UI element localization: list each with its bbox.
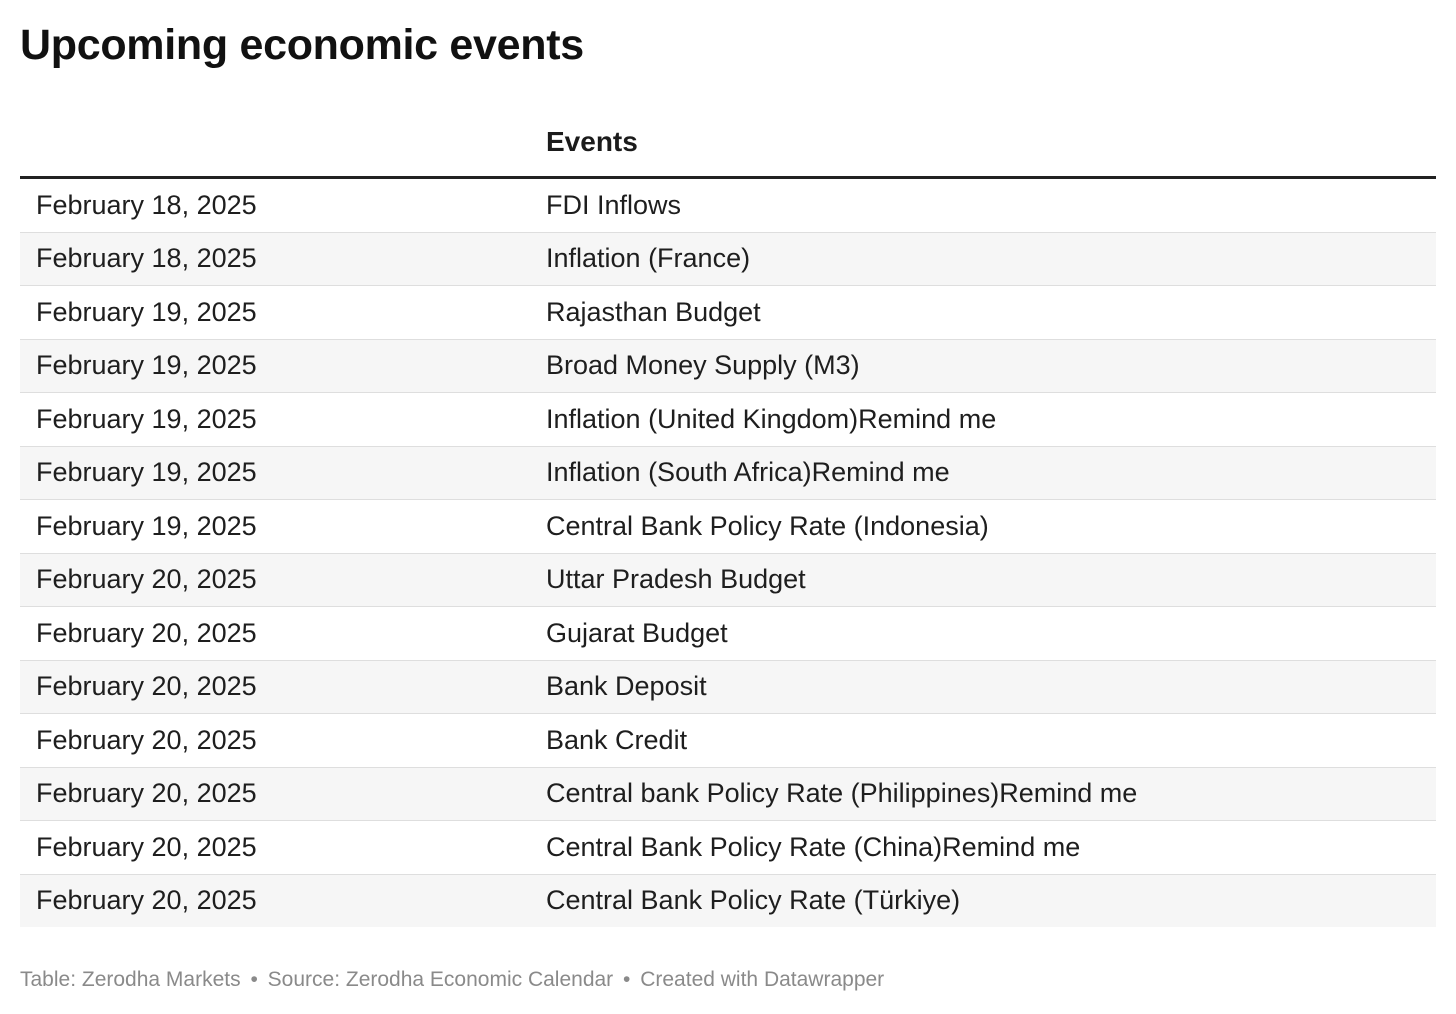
event-name-cell: Central Bank Policy Rate (China)Remind m… [530, 820, 1436, 875]
event-date-cell: February 18, 2025 [20, 232, 530, 286]
event-date-cell: February 20, 2025 [20, 606, 530, 661]
event-name-cell: Uttar Pradesh Budget [530, 553, 1436, 607]
event-date-cell: February 19, 2025 [20, 499, 530, 554]
footer-separator: • [623, 968, 631, 991]
event-date-cell: February 20, 2025 [20, 767, 530, 821]
event-date-cell: February 20, 2025 [20, 713, 530, 768]
event-name-cell: Inflation (South Africa)Remind me [530, 446, 1436, 500]
table-row: February 20, 2025 Uttar Pradesh Budget [20, 553, 1436, 607]
event-date-cell: February 20, 2025 [20, 553, 530, 607]
date-column-header [20, 108, 530, 179]
event-date-cell: February 20, 2025 [20, 820, 530, 875]
table-row: February 20, 2025 Bank Deposit [20, 660, 1436, 714]
event-date-cell: February 19, 2025 [20, 446, 530, 500]
event-date-cell: February 18, 2025 [20, 177, 530, 233]
footer-separator: • [250, 968, 258, 991]
event-name-cell: Central Bank Policy Rate (Indonesia) [530, 499, 1436, 554]
event-name-cell: Inflation (France) [530, 232, 1436, 286]
table-row: February 19, 2025 Broad Money Supply (M3) [20, 339, 1436, 393]
table-row: February 19, 2025 Central Bank Policy Rat… [20, 499, 1436, 554]
source-note: Source: Zerodha Economic Calendar [267, 968, 614, 991]
table-credit: Table: Zerodha Markets [20, 968, 241, 991]
event-name-cell: Bank Deposit [530, 660, 1436, 714]
footer-notes: Table: Zerodha Markets • Source: Zerodha… [20, 966, 884, 994]
table-row: February 20, 2025 Bank Credit [20, 713, 1436, 768]
table-row: February 20, 2025 Central bank Policy Rat… [20, 767, 1436, 821]
event-name-cell: Rajasthan Budget [530, 285, 1436, 340]
table-row: February 19, 2025 Inflation (South Africa… [20, 446, 1436, 500]
event-name-cell: Bank Credit [530, 713, 1436, 768]
event-name-cell: Central Bank Policy Rate (Türkiye) [530, 874, 1436, 927]
events-column-header: Events [530, 108, 1436, 179]
created-with-note: Created with Datawrapper [640, 968, 885, 991]
table-row: February 20, 2025 Central Bank Policy Rat… [20, 820, 1436, 875]
header-row: Events [20, 108, 1436, 179]
event-name-cell: Broad Money Supply (M3) [530, 339, 1436, 393]
event-name-cell: FDI Inflows [530, 177, 1436, 233]
table-row: February 20, 2025 Central Bank Policy Rat… [20, 874, 1436, 927]
event-name-cell: Central bank Policy Rate (Philippines)Re… [530, 767, 1436, 821]
table-row: February 20, 2025 Gujarat Budget [20, 606, 1436, 661]
event-date-cell: February 19, 2025 [20, 392, 530, 447]
table-body: February 18, 2025 FDI Inflows February 18,… [20, 177, 1436, 927]
table-row: February 19, 2025 Rajasthan Budget [20, 285, 1436, 340]
table-row: February 18, 2025 Inflation (France) [20, 232, 1436, 286]
event-name-cell: Inflation (United Kingdom)Remind me [530, 392, 1436, 447]
event-date-cell: February 20, 2025 [20, 660, 530, 714]
table-row: February 19, 2025 Inflation (United Kingd… [20, 392, 1436, 447]
page-title: Upcoming economic events [20, 21, 584, 69]
events-table: Events February 18, 2025 FDI Inflows Febru… [20, 108, 1436, 927]
event-date-cell: February 19, 2025 [20, 285, 530, 340]
event-date-cell: February 19, 2025 [20, 339, 530, 393]
event-date-cell: February 20, 2025 [20, 874, 530, 927]
table-row: February 18, 2025 FDI Inflows [20, 177, 1436, 233]
table-header: Events [20, 108, 1436, 179]
event-name-cell: Gujarat Budget [530, 606, 1436, 661]
